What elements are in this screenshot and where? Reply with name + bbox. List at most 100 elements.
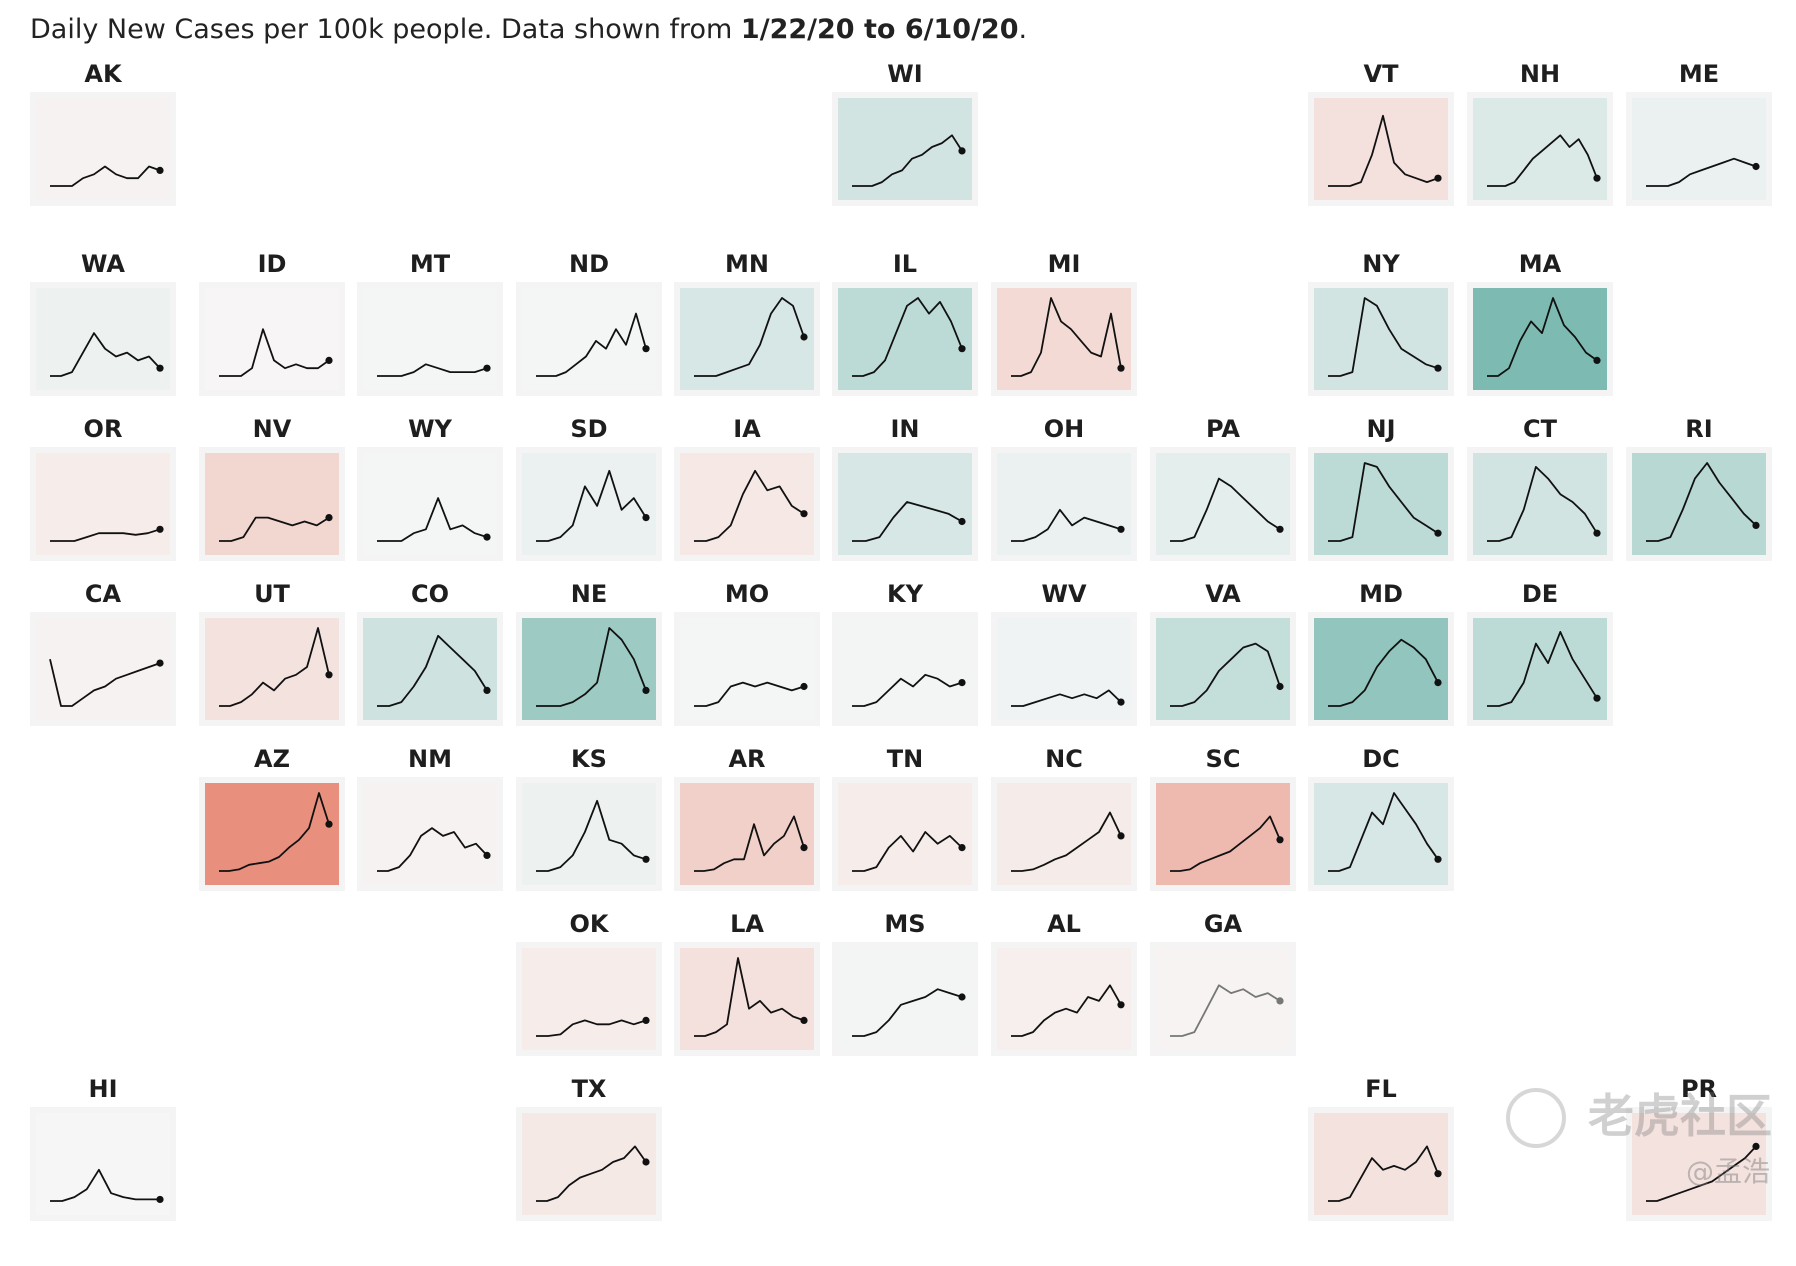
sparkline-svg [852, 988, 966, 1037]
last-point-marker [958, 345, 966, 353]
state-cell-ma: MA [1467, 250, 1613, 396]
state-cell-nv: NV [199, 415, 345, 561]
sparkline-panel [1632, 453, 1766, 555]
sparkline-panel [838, 453, 972, 555]
series-line [1328, 1145, 1439, 1202]
sparkline-svg [1487, 134, 1601, 187]
state-label: ID [257, 250, 287, 278]
state-tile [991, 942, 1137, 1056]
state-label: NM [408, 745, 452, 773]
series-line [219, 328, 330, 377]
state-label: WY [408, 415, 452, 443]
sparkline-panel [1632, 98, 1766, 200]
last-point-marker [958, 147, 966, 155]
state-tile [1150, 612, 1296, 726]
sparkline-panel [363, 288, 497, 390]
last-point-marker [156, 659, 164, 667]
state-label: NJ [1366, 415, 1396, 443]
sparkline-svg [852, 134, 966, 187]
state-label: TN [886, 745, 924, 773]
state-tile [991, 612, 1137, 726]
sparkline-panel [997, 783, 1131, 885]
series-line [377, 363, 488, 377]
sparkline-panel [205, 618, 339, 720]
state-label: GA [1203, 910, 1243, 938]
sparkline-svg [377, 827, 491, 872]
last-point-marker [156, 1195, 164, 1204]
state-label: HI [88, 1075, 118, 1103]
last-point-marker [1117, 832, 1125, 840]
last-point-marker [325, 356, 333, 364]
title-date-mid: to [854, 14, 905, 45]
sparkline-svg [1646, 462, 1760, 542]
state-label: NE [570, 580, 608, 608]
sparkline-panel [1473, 98, 1607, 200]
last-point-marker [156, 166, 164, 174]
sparkline-panel [1314, 783, 1448, 885]
series-line [1328, 297, 1439, 377]
sparkline-panel [1314, 288, 1448, 390]
series-line [1646, 1145, 1757, 1202]
sparkline-svg [219, 792, 333, 872]
last-point-marker [642, 514, 650, 522]
sparkline-svg [50, 165, 164, 187]
series-line [219, 627, 330, 707]
state-tile [516, 282, 662, 396]
sparkline-panel [1632, 1113, 1766, 1215]
state-tile [30, 612, 176, 726]
sparkline-svg [1011, 508, 1125, 542]
title-suffix: . [1018, 14, 1028, 45]
series-line [536, 1019, 647, 1037]
state-cell-ct: CT [1467, 415, 1613, 561]
sparkline-svg [536, 312, 650, 377]
last-point-marker [1593, 529, 1601, 537]
sparkline-svg [219, 514, 333, 542]
state-tile [1467, 447, 1613, 561]
series-line [49, 658, 161, 707]
state-label: VA [1205, 580, 1241, 608]
sparkline-svg [219, 627, 333, 707]
series-line [50, 528, 161, 542]
sparkline-svg [1487, 465, 1601, 542]
series-line [852, 501, 963, 542]
sparkline-svg [219, 328, 333, 377]
sparkline-panel [1473, 288, 1607, 390]
last-point-marker [800, 1016, 808, 1024]
sparkline-svg [1646, 1142, 1760, 1202]
state-cell-ne: NE [516, 580, 662, 726]
sparkline-svg [50, 1168, 164, 1204]
series-line [1011, 811, 1122, 872]
last-point-marker [1434, 855, 1442, 863]
sparkline-svg [1011, 984, 1125, 1037]
state-cell-ny: NY [1308, 250, 1454, 396]
state-label: AZ [254, 745, 290, 773]
state-cell-sc: SC [1150, 745, 1296, 891]
state-cell-in: IN [832, 415, 978, 561]
sparkline-svg [852, 673, 966, 707]
sparkline-svg [1646, 157, 1760, 187]
state-cell-md: MD [1308, 580, 1454, 726]
series-line [1328, 462, 1439, 542]
last-point-marker [325, 671, 333, 679]
last-point-marker [325, 514, 333, 522]
state-tile [1626, 447, 1772, 561]
last-point-marker [958, 844, 966, 852]
sparkline-svg [694, 297, 808, 377]
state-tile [674, 942, 820, 1056]
last-point-marker [1434, 679, 1442, 687]
sparkline-panel [680, 453, 814, 555]
sparkline-panel [36, 98, 170, 200]
sparkline-panel [1314, 1113, 1448, 1215]
sparkline-panel [522, 618, 656, 720]
state-label: FL [1365, 1075, 1397, 1103]
sparkline-panel [997, 453, 1131, 555]
series-line [1170, 642, 1281, 707]
last-point-marker [483, 686, 491, 694]
state-label: CT [1523, 415, 1557, 443]
state-label: ND [568, 250, 609, 278]
series-line [1646, 462, 1757, 542]
sparkline-svg [852, 501, 966, 542]
sparkline-svg [377, 634, 491, 707]
state-tile [1150, 942, 1296, 1056]
last-point-marker [1117, 1001, 1125, 1009]
